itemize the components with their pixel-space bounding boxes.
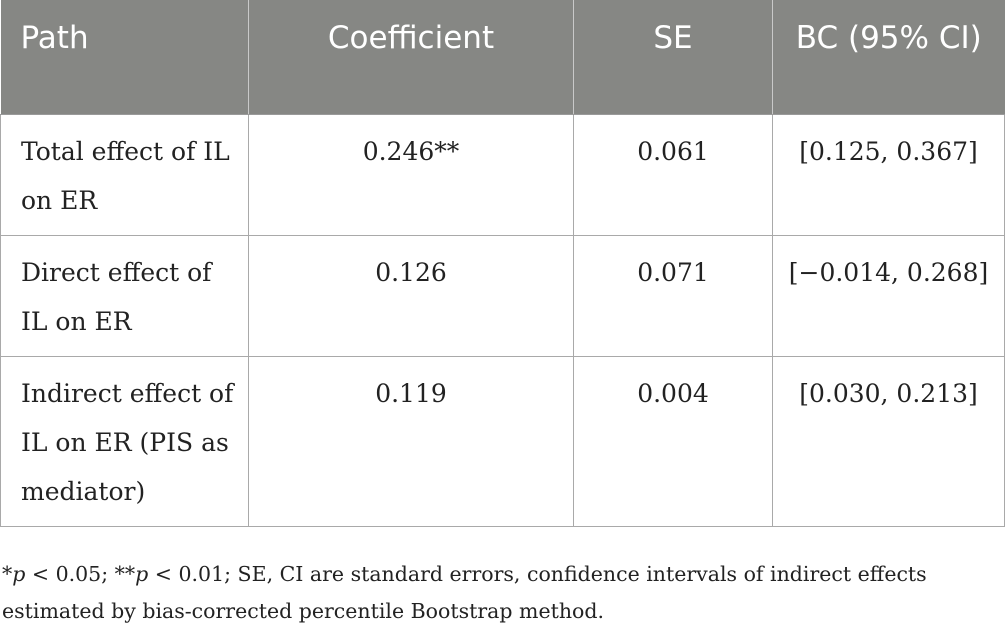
footnote-p-symbol: p <box>12 562 26 586</box>
cell-path: Direct effect of IL on ER <box>0 234 249 357</box>
footnote-significance-2: < 0.01; SE, CI are standard errors, conf… <box>2 562 927 623</box>
table-row: Indirect effect of IL on ER (PIS as medi… <box>0 355 1005 527</box>
cell-coefficient: 0.126 <box>248 234 574 357</box>
table-row: Total effect of IL on ER 0.246** 0.061 [… <box>0 113 1005 236</box>
cell-ci: [0.125, 0.367] <box>772 113 1005 236</box>
cell-path: Indirect effect of IL on ER (PIS as medi… <box>0 355 249 527</box>
cell-se: 0.071 <box>573 234 773 357</box>
cell-ci: [−0.014, 0.268] <box>772 234 1005 357</box>
results-table: Path Coefficient SE BC (95% CI) Total ef… <box>0 0 1005 527</box>
cell-se: 0.004 <box>573 355 773 527</box>
footnote-star: * <box>2 562 13 586</box>
footnote-p-symbol: p <box>135 562 149 586</box>
cell-ci: [0.030, 0.213] <box>772 355 1005 527</box>
cell-coefficient: 0.246** <box>248 113 574 236</box>
footnote-significance-1: < 0.05; ** <box>25 562 136 586</box>
header-se: SE <box>573 0 773 115</box>
cell-se: 0.061 <box>573 113 773 236</box>
header-coefficient: Coefficient <box>248 0 574 115</box>
header-bc-ci: BC (95% CI) <box>772 0 1005 115</box>
table-row: Direct effect of IL on ER 0.126 0.071 [−… <box>0 234 1005 357</box>
cell-coefficient: 0.119 <box>248 355 574 527</box>
table-header-row: Path Coefficient SE BC (95% CI) <box>0 0 1005 115</box>
cell-path: Total effect of IL on ER <box>0 113 249 236</box>
table-footnote: *p < 0.05; **p < 0.01; SE, CI are standa… <box>2 556 1002 630</box>
header-path: Path <box>0 0 249 115</box>
